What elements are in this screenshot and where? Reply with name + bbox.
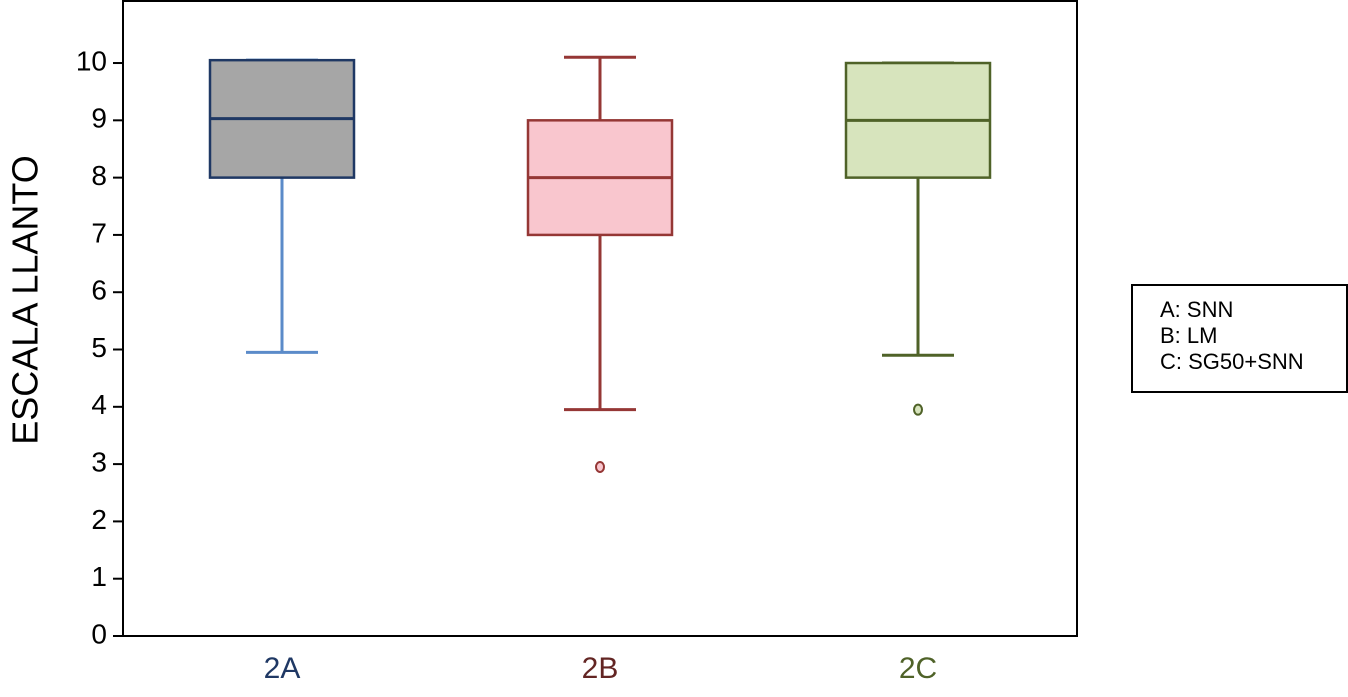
y-tick-label: 8 xyxy=(91,160,107,191)
y-tick-label: 1 xyxy=(91,561,107,592)
legend-text: A: SNN xyxy=(1160,297,1233,322)
legend-text: B: LM xyxy=(1160,323,1217,348)
y-tick-label: 10 xyxy=(76,45,107,76)
y-axis-label: ESCALA LLANTO xyxy=(5,155,46,444)
y-tick-label: 3 xyxy=(91,446,107,477)
y-tick-label: 0 xyxy=(91,618,107,649)
y-tick-label: 2 xyxy=(91,504,107,535)
y-tick-label: 6 xyxy=(91,275,107,306)
x-tick-label: 2A xyxy=(264,652,301,685)
y-tick-label: 9 xyxy=(91,103,107,134)
legend-box xyxy=(1131,284,1348,393)
y-tick-label: 5 xyxy=(91,332,107,363)
outlier xyxy=(913,403,923,416)
plot-frame xyxy=(122,0,1078,637)
y-tick-label: 7 xyxy=(91,217,107,248)
y-tick-label: 4 xyxy=(91,389,107,420)
x-tick-label: 2B xyxy=(582,652,619,685)
legend-text: C: SG50+SNN xyxy=(1160,349,1304,374)
x-tick-label: 2C xyxy=(899,652,937,685)
outlier xyxy=(595,460,605,473)
